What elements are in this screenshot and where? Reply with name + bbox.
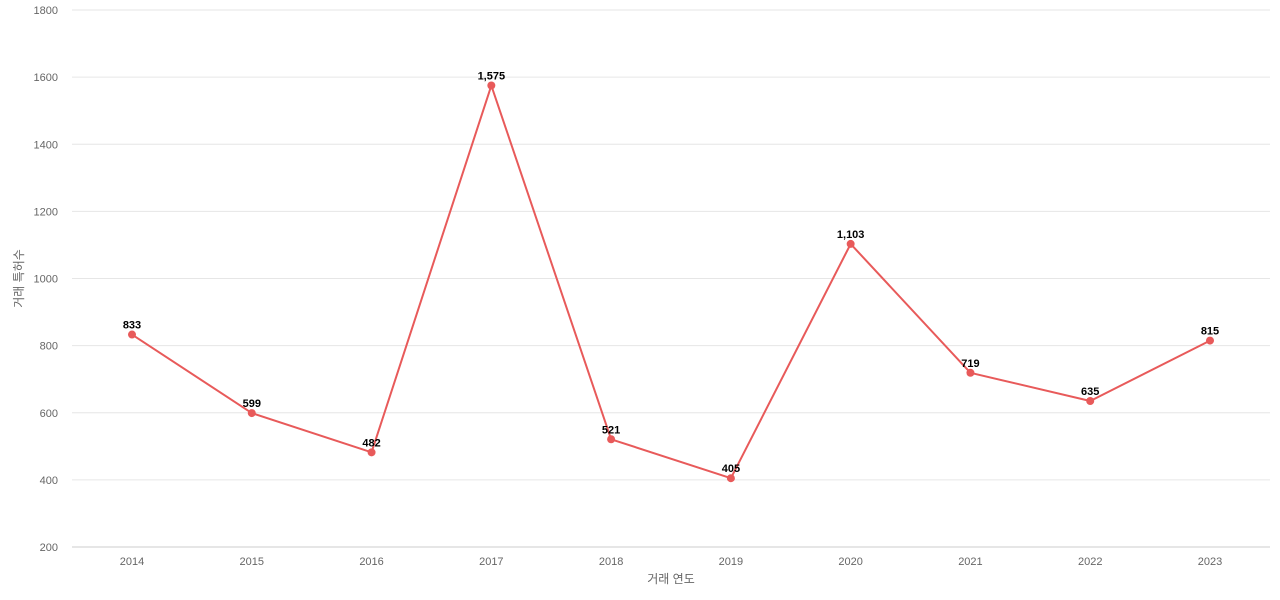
x-tick-label: 2021 <box>958 556 982 568</box>
x-axis-ticks: 2014 2015 2016 2017 2018 2019 2020 2021 2022 2023 <box>120 556 1222 568</box>
x-tick-label: 2022 <box>1078 556 1102 568</box>
data-label: 833 <box>123 320 141 332</box>
data-label: 405 <box>722 463 740 475</box>
data-label: 521 <box>602 424 620 436</box>
data-point[interactable] <box>607 435 616 444</box>
data-point[interactable] <box>128 330 136 339</box>
data-point[interactable] <box>966 368 975 377</box>
x-tick-label: 2014 <box>120 556 144 568</box>
x-axis-title: 거래 연도 <box>647 572 695 586</box>
y-tick-label: 1200 <box>34 206 58 218</box>
data-label: 815 <box>1201 326 1219 338</box>
x-tick-label: 2016 <box>359 556 383 568</box>
data-point[interactable] <box>1086 397 1095 406</box>
x-tick-label: 2018 <box>599 556 623 568</box>
data-label: 599 <box>243 398 261 410</box>
x-tick-label: 2017 <box>479 556 503 568</box>
data-point[interactable] <box>726 474 735 483</box>
x-tick-label: 2015 <box>240 556 264 568</box>
series-line <box>131 84 1211 480</box>
x-tick-label: 2019 <box>719 556 743 568</box>
y-tick-label: 1400 <box>34 139 58 151</box>
y-tick-label: 1800 <box>34 5 58 17</box>
data-point[interactable] <box>1206 336 1214 345</box>
data-point[interactable] <box>247 409 256 418</box>
data-point[interactable] <box>487 81 496 90</box>
y-axis-ticks: 200 400 600 800 1000 1200 1400 1600 1800 <box>34 5 58 554</box>
y-tick-label: 1000 <box>34 274 58 286</box>
data-point[interactable] <box>846 239 855 248</box>
data-label: 1,575 <box>478 71 506 83</box>
data-labels: 833 599 482 1,575 521 405 1,103 719 635 815 <box>123 71 1219 476</box>
y-tick-label: 1600 <box>34 72 58 84</box>
y-tick-label: 400 <box>40 475 58 487</box>
y-tick-label: 200 <box>40 542 58 554</box>
y-axis-title: 거래 특허수 <box>12 249 26 308</box>
x-tick-label: 2023 <box>1198 556 1222 568</box>
grid-lines <box>72 9 1270 481</box>
data-label: 1,103 <box>837 229 865 241</box>
y-tick-label: 800 <box>40 341 58 353</box>
data-label: 482 <box>362 437 380 449</box>
y-tick-label: 600 <box>40 408 58 420</box>
data-label: 719 <box>961 358 979 370</box>
data-label: 635 <box>1081 386 1099 398</box>
series-group <box>128 81 1214 483</box>
x-tick-label: 2020 <box>838 556 862 568</box>
data-point[interactable] <box>367 448 376 457</box>
